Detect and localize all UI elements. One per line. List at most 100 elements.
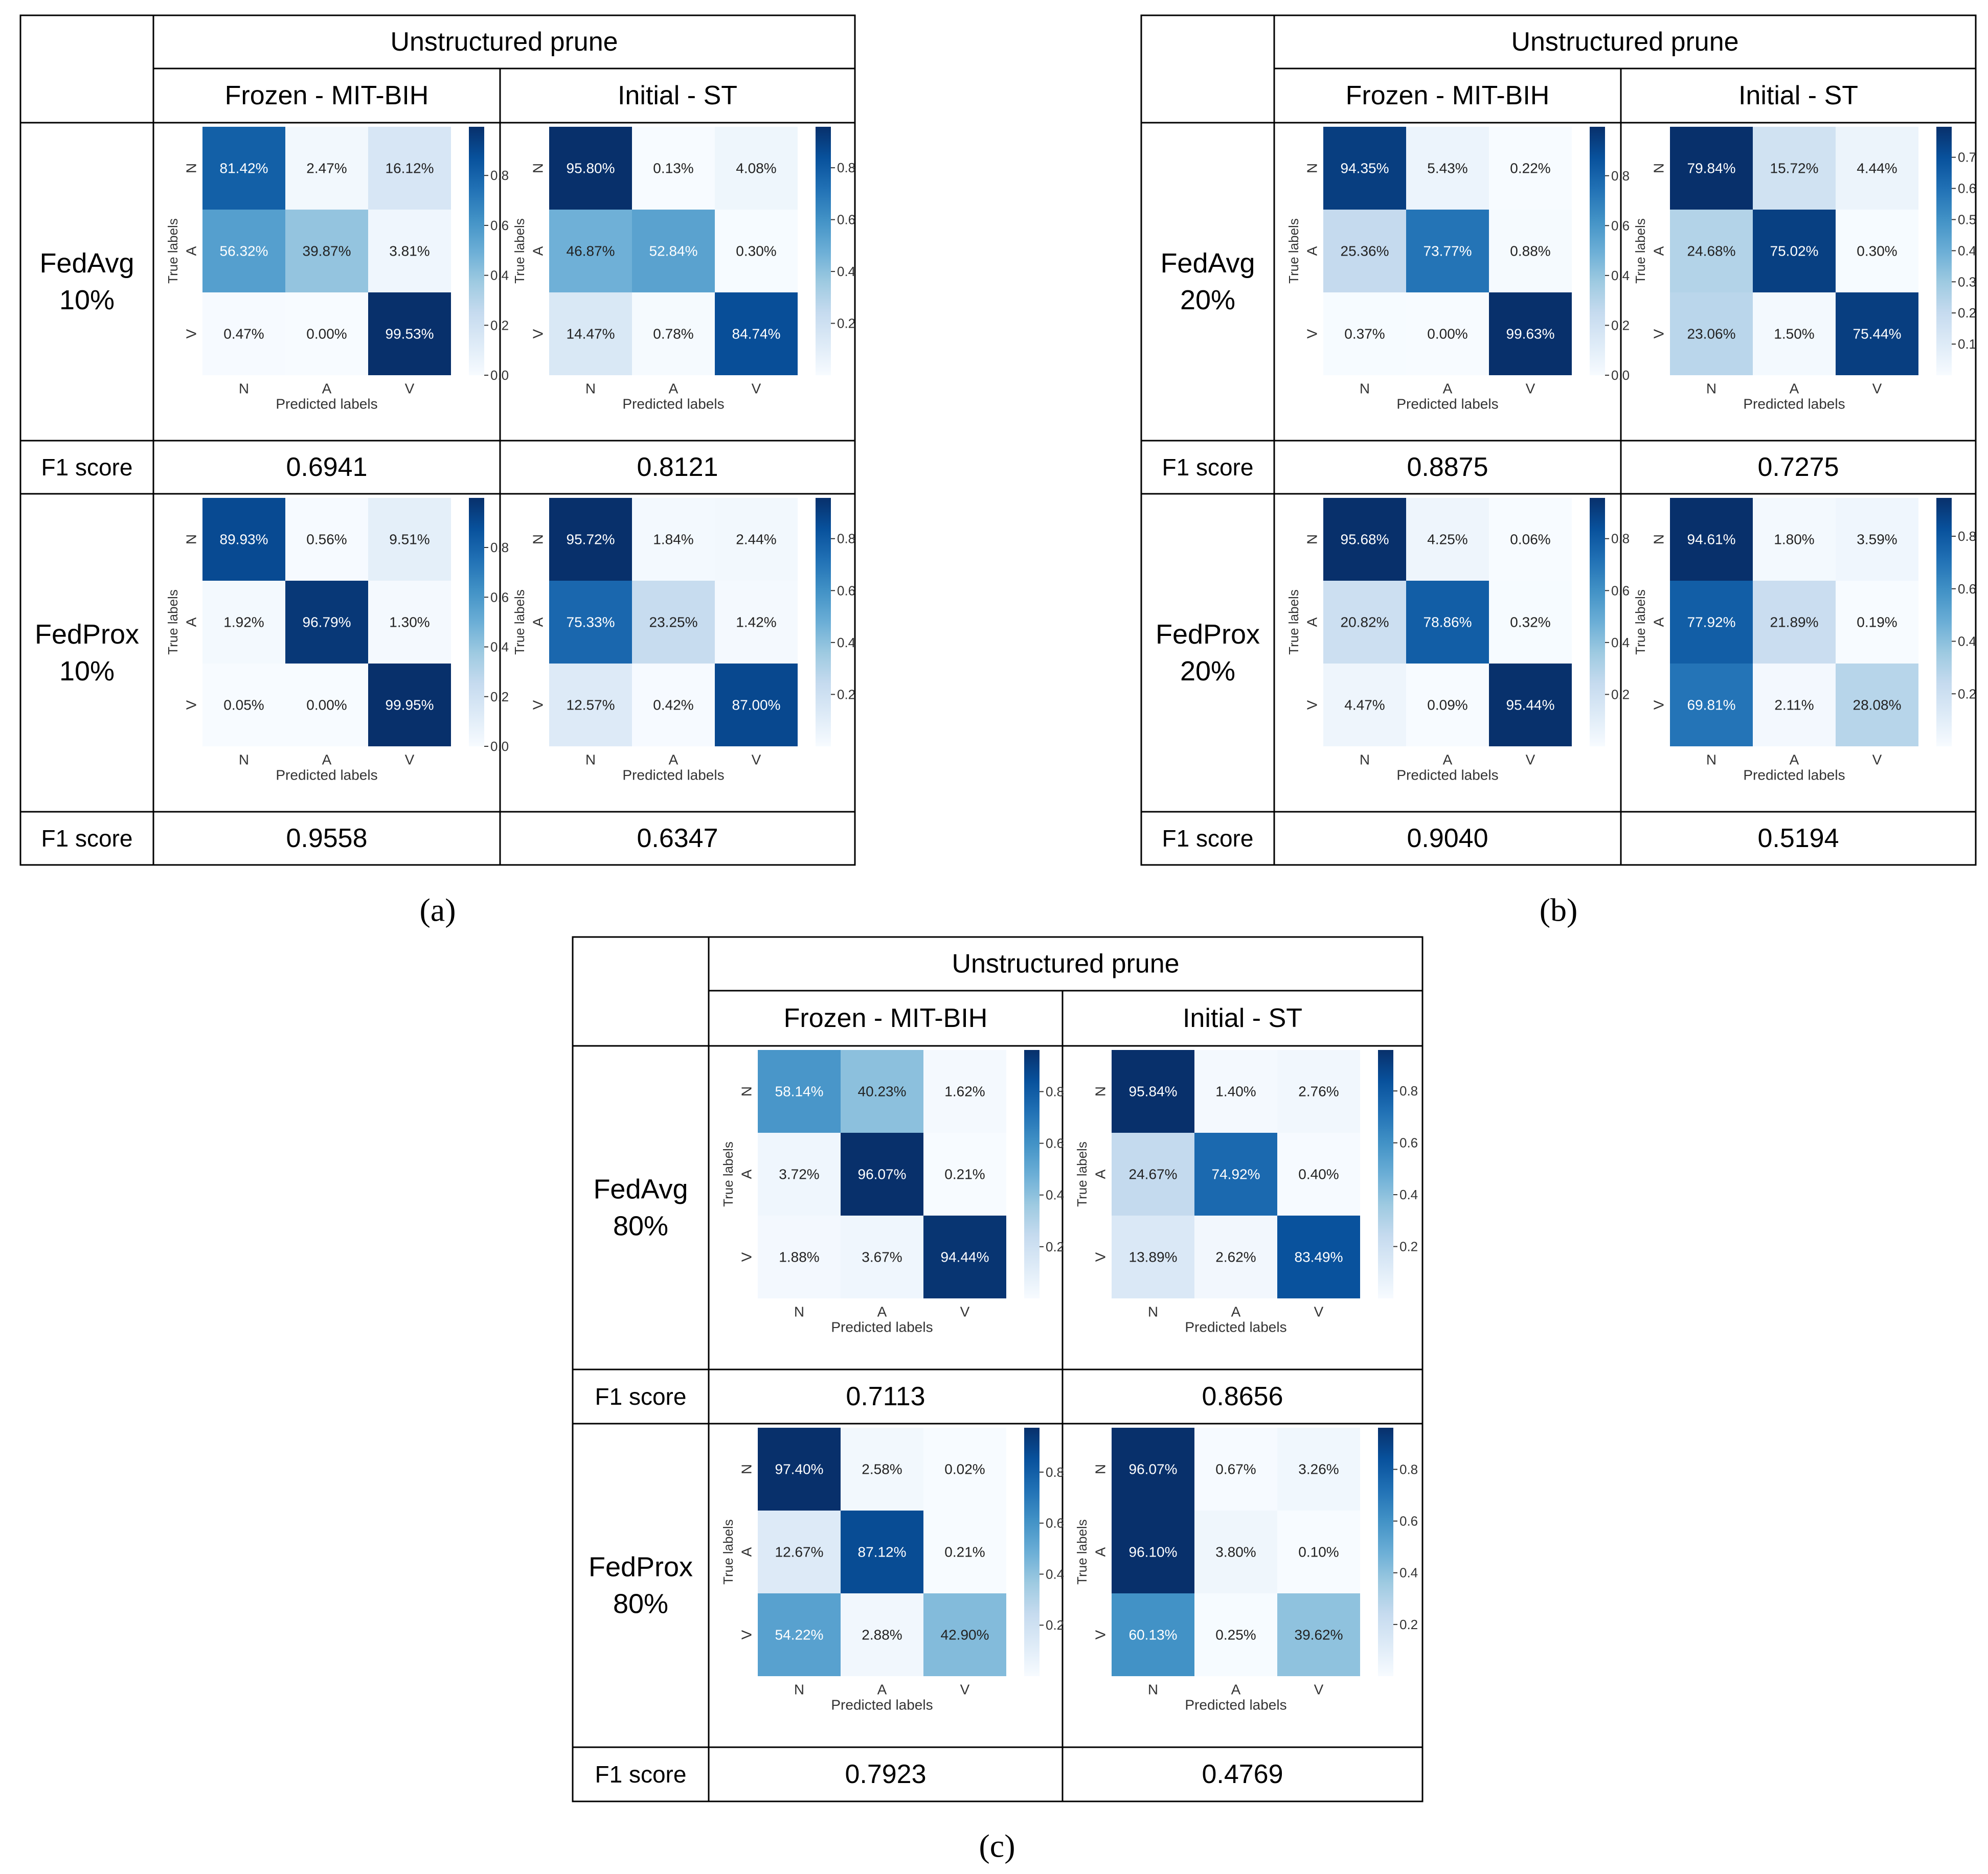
colorbar-tick-label: 0.8 <box>1399 1461 1418 1477</box>
col-tick-label: N <box>1706 381 1716 397</box>
col-tick-label: V <box>1526 752 1535 768</box>
col-tick-label: V <box>752 381 761 397</box>
row-tick-label: N <box>739 1464 755 1474</box>
col-tick-label: A <box>1231 1304 1241 1320</box>
cell-value-label: 14.47% <box>567 326 615 342</box>
heatmap-cell <box>549 581 632 664</box>
panel-b: Unstructured prune Frozen - MIT-BIH Initia… <box>1140 14 1977 866</box>
f1-value-initial: 0.7275 <box>1757 452 1839 482</box>
heatmap-cell <box>841 1216 923 1298</box>
colorbar-tick-label: 0.8 <box>1958 529 1976 544</box>
col-tick-label: V <box>1872 752 1882 768</box>
heatmap-cell <box>632 498 715 581</box>
heatmap-cell <box>1323 581 1406 664</box>
heatmap-cell <box>202 127 285 210</box>
col-tick-label: N <box>585 752 596 768</box>
row-tick-label: V <box>1651 329 1667 338</box>
cell-value-label: 0.56% <box>306 532 347 547</box>
colorbar-tick-label: 0.4 <box>1611 268 1630 283</box>
heatmap-cell <box>285 210 368 292</box>
heatmap-cell <box>632 210 715 292</box>
cell-value-label: 5.43% <box>1427 161 1467 176</box>
cell-value-label: 0.40% <box>1298 1167 1339 1182</box>
cell-value-label: 1.42% <box>736 614 776 630</box>
colorbar-tick-label: 0.6 <box>1399 1514 1418 1529</box>
cell-value-label: 73.77% <box>1424 243 1472 259</box>
row-label-method: FedProx <box>589 1552 693 1583</box>
f1-value-initial: 0.6347 <box>637 824 718 853</box>
heatmap-cell <box>1194 1133 1277 1216</box>
cell-value-label: 9.51% <box>389 532 430 547</box>
heatmap-cell <box>1277 1050 1360 1133</box>
cell-value-label: 84.74% <box>732 326 781 342</box>
heatmap-cell <box>715 498 798 581</box>
colorbar-tick-label: 0.4 <box>1046 1187 1064 1203</box>
row-tick-label: N <box>1304 163 1320 173</box>
heatmap-cell <box>1753 127 1836 210</box>
colorbar-tick-label: 0.5 <box>1958 212 1976 227</box>
colorbar-tick-label: 0.1 <box>1958 336 1976 352</box>
col-tick-label: N <box>1360 752 1370 768</box>
cell-value-label: 4.08% <box>736 161 776 176</box>
cell-value-label: 3.26% <box>1298 1461 1339 1477</box>
heatmap-cell <box>758 1593 841 1676</box>
cell-value-label: 0.10% <box>1298 1544 1339 1560</box>
cell-value-label: 0.37% <box>1344 326 1385 342</box>
y-axis-label: True labels <box>1286 218 1301 284</box>
colorbar-tick-label: 0.4 <box>837 264 855 279</box>
row-tick-label: A <box>1093 1547 1109 1557</box>
heatmap-cell <box>1836 664 1918 746</box>
heatmap-cell <box>1489 498 1572 581</box>
col-tick-label: V <box>405 381 415 397</box>
heatmap-cell <box>923 1216 1006 1298</box>
f1-value-initial: 0.5194 <box>1757 824 1839 853</box>
colorbar <box>1024 1428 1040 1676</box>
colorbar-tick-label: 0.4 <box>1399 1187 1418 1202</box>
f1-value-frozen: 0.6941 <box>286 452 367 482</box>
colorbar-tick-label: 0.6 <box>837 212 855 227</box>
cell-value-label: 3.80% <box>1215 1544 1256 1560</box>
cell-value-label: 16.12% <box>386 161 434 176</box>
cell-value-label: 1.30% <box>389 614 430 630</box>
cell-value-label: 99.63% <box>1506 326 1555 342</box>
panel-c: Unstructured prune Frozen - MIT-BIH Initia… <box>572 936 1424 1802</box>
y-axis-label: True labels <box>1633 589 1648 655</box>
heatmap-cell <box>632 581 715 664</box>
heatmap-6: 95.68% 4.25% 0.06% 20.82% 78.86% 0.32% 4.47% 0.… <box>1286 498 1630 783</box>
colorbar-tick-label: 0.4 <box>1399 1565 1418 1581</box>
row-tick-label: A <box>184 617 199 627</box>
cell-value-label: 2.88% <box>862 1627 902 1643</box>
cell-value-label: 94.35% <box>1341 161 1389 176</box>
heatmap-cell <box>1489 210 1572 292</box>
cell-value-label: 79.84% <box>1687 161 1736 176</box>
cell-value-label: 0.22% <box>1510 161 1550 176</box>
row-tick-label: N <box>1651 534 1667 544</box>
cell-value-label: 20.82% <box>1341 614 1389 630</box>
colorbar <box>1936 498 1952 746</box>
cell-value-label: 2.44% <box>736 532 776 547</box>
cell-value-label: 0.42% <box>653 697 693 713</box>
heatmap-cell <box>1489 581 1572 664</box>
heatmap-cell <box>1753 664 1836 746</box>
row-label-rate: 20% <box>1180 285 1235 315</box>
heatmap-cell <box>758 1133 841 1216</box>
heatmap-cell <box>1670 210 1753 292</box>
colorbar-tick-label: 0.2 <box>1958 686 1976 701</box>
heatmap-cell <box>549 498 632 581</box>
heatmap-cell <box>549 210 632 292</box>
cell-value-label: 95.84% <box>1129 1084 1178 1100</box>
cell-value-label: 2.58% <box>862 1461 902 1477</box>
heatmap-cell <box>1836 498 1918 581</box>
heatmap-cell <box>285 127 368 210</box>
heatmap-cell <box>1670 498 1753 581</box>
cell-value-label: 75.02% <box>1770 243 1819 259</box>
cell-value-label: 83.49% <box>1295 1249 1343 1265</box>
heatmap-cell <box>1406 127 1489 210</box>
column-header-initial: Initial - ST <box>1183 1003 1302 1033</box>
heatmap-cell <box>202 664 285 746</box>
heatmap-cell <box>1753 581 1836 664</box>
colorbar-tick-label: 0.2 <box>1399 1617 1418 1632</box>
colorbar <box>1590 498 1605 746</box>
x-axis-label: Predicted labels <box>1743 396 1845 412</box>
cell-value-label: 15.72% <box>1770 161 1819 176</box>
